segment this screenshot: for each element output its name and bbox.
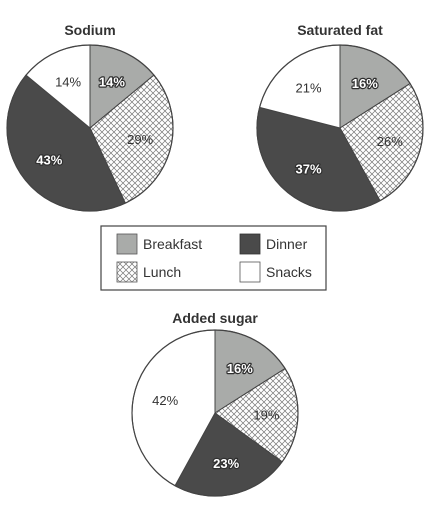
slice-label-sodium-breakfast: 14% [99,74,125,89]
slice-label-added-sugar-snacks: 42% [152,393,178,408]
slice-label-sodium-lunch: 29% [127,132,153,147]
legend-swatch-lunch [116,261,138,283]
pie-saturated-fat: 16% 26% 37% 21% [256,44,424,212]
legend-label-breakfast: Breakfast [143,236,202,252]
pie-outline-sodium [6,44,174,212]
slice-label-sodium-dinner: 43% [36,153,62,168]
legend-swatch-snacks [239,261,261,283]
legend-swatch-breakfast [116,233,138,255]
legend: Breakfast Dinner Lunch Snacks [100,225,327,291]
slice-label-added-sugar-breakfast: 16% [227,361,253,376]
slice-label-sodium-snacks: 14% [55,74,81,89]
pie-sodium: 14% 29% 43% 14% [6,44,174,212]
slice-label-saturated-fat-lunch: 26% [377,134,403,149]
pie-title-added-sugar: Added sugar [172,310,258,326]
legend-swatch-dinner [239,233,261,255]
slice-label-saturated-fat-breakfast: 16% [352,76,378,91]
slice-label-added-sugar-lunch: 19% [253,408,279,423]
legend-label-snacks: Snacks [266,264,312,280]
legend-box [100,225,327,291]
slice-label-saturated-fat-snacks: 21% [295,80,321,95]
pie-title-sodium: Sodium [64,22,115,38]
pie-added-sugar: 16% 19% 23% 42% [131,329,299,497]
pie-title-saturated-fat: Saturated fat [297,22,383,38]
slice-label-added-sugar-dinner: 23% [213,456,239,471]
legend-label-dinner: Dinner [266,236,308,252]
slice-label-saturated-fat-dinner: 37% [295,162,321,177]
pie-outline-added-sugar [131,329,299,497]
pie-outline-saturated-fat [256,44,424,212]
legend-label-lunch: Lunch [143,264,181,280]
